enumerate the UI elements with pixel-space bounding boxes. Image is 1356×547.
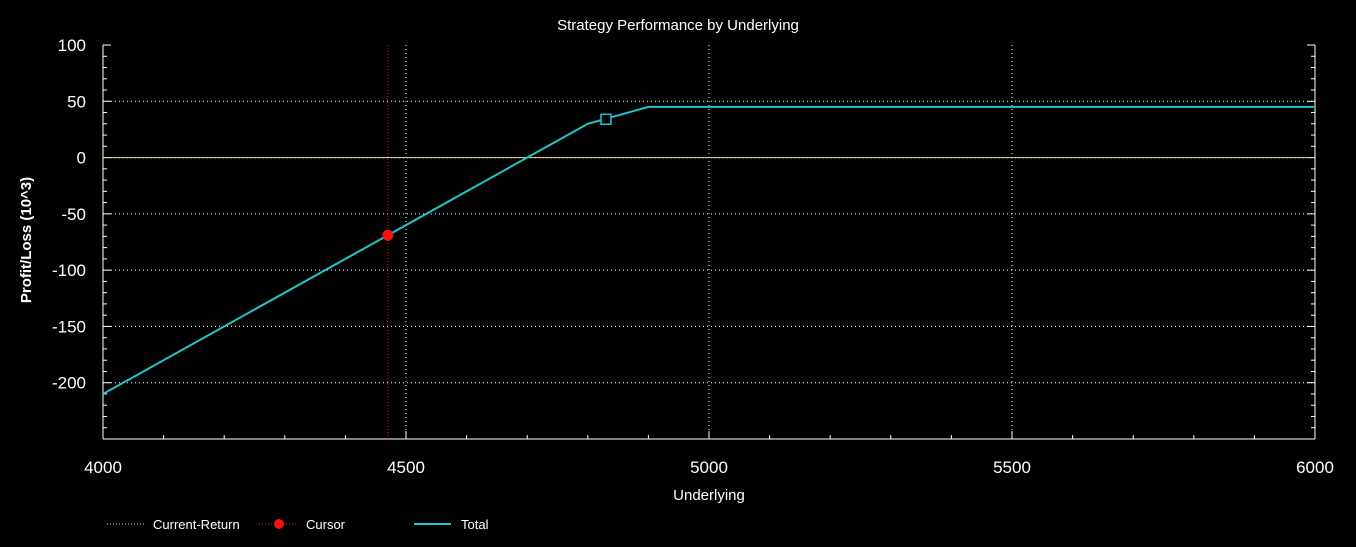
legend-item-current-return: Current-Return	[107, 517, 240, 532]
x-tick-label: 6000	[1296, 458, 1334, 477]
markers	[382, 113, 612, 241]
current-position-marker	[600, 113, 612, 126]
axis-ticks	[102, 44, 1316, 440]
legend-item-total: Total	[414, 517, 489, 532]
x-tick-label: 4500	[387, 458, 425, 477]
legend-cursor-label: Cursor	[306, 517, 346, 532]
y-tick-label: -200	[52, 374, 86, 393]
legend: Current-Return Cursor Total	[107, 517, 489, 532]
legend-item-cursor: Cursor	[259, 517, 346, 532]
y-axis-label: Profit/Loss (10^3)	[18, 177, 35, 303]
cursor-point	[382, 229, 394, 241]
legend-current-return-label: Current-Return	[153, 517, 240, 532]
x-tick-label: 5500	[993, 458, 1031, 477]
y-tick-label: -50	[61, 205, 86, 224]
x-tick-label: 5000	[690, 458, 728, 477]
legend-cursor-marker	[274, 519, 284, 529]
y-tick-label: 50	[67, 92, 86, 111]
y-tick-label: -100	[52, 261, 86, 280]
x-axis-label: Underlying	[673, 487, 745, 504]
series	[102, 105, 1315, 395]
x-tick-labels: 4000 4500 5000 5500 6000	[84, 458, 1334, 477]
y-tick-labels: 100 50 0 -50 -100 -150 -200	[52, 36, 86, 393]
y-tick-label: 0	[77, 149, 86, 168]
y-tick-label: 100	[58, 36, 86, 55]
x-tick-label: 4000	[84, 458, 122, 477]
grid	[103, 45, 1315, 439]
series-line-total	[102, 105, 1315, 395]
y-tick-label: -150	[52, 317, 86, 336]
legend-total-label: Total	[461, 517, 489, 532]
chart-title: Strategy Performance by Underlying	[557, 17, 799, 34]
reference-lines	[103, 45, 1315, 439]
